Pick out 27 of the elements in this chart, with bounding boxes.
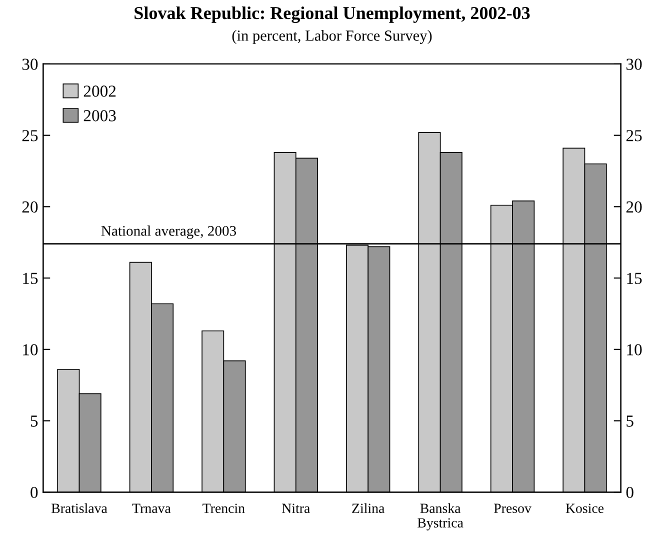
legend-label: 2002 <box>84 86 116 97</box>
y2-tick-label: 5 <box>626 416 634 427</box>
legend-label: 2003 <box>84 110 116 122</box>
y-tick-label: 25 <box>22 130 38 142</box>
y-tick-label: 15 <box>23 272 38 284</box>
x-tick-label: Zilina <box>352 503 384 514</box>
y-tick-label: 30 <box>22 58 38 70</box>
x-tick-label: Kosice <box>566 504 604 514</box>
x-tick-label: Bratislava <box>52 503 108 514</box>
y2-tick-label: 20 <box>626 201 642 213</box>
y2-tick-label: 30 <box>626 58 642 70</box>
y2-tick-label: 10 <box>627 344 642 356</box>
x-tick-label: Presov <box>494 504 532 514</box>
x-tick-label: Trencin <box>202 504 245 514</box>
y-tick-label: 20 <box>22 201 38 213</box>
y-tick-label: 5 <box>30 416 38 427</box>
y2-tick-label: 0 <box>626 486 634 498</box>
ref-line-label: National average, 2003 <box>101 226 236 239</box>
x-tick-label: Nitra <box>282 504 310 514</box>
y2-tick-label: 15 <box>627 272 642 284</box>
y-tick-label: 0 <box>30 486 38 498</box>
x-tick-label: Banska Bystrica <box>418 503 464 530</box>
chart-title: Slovak Republic: Regional Unemployment, 2002-03 <box>134 6 530 23</box>
y-tick-label: 10 <box>23 344 38 356</box>
y2-tick-label: 25 <box>626 130 642 142</box>
x-tick-label: Trnava <box>132 504 171 514</box>
chart-subtitle: (in percent, Labor Force Survey) <box>232 30 432 44</box>
